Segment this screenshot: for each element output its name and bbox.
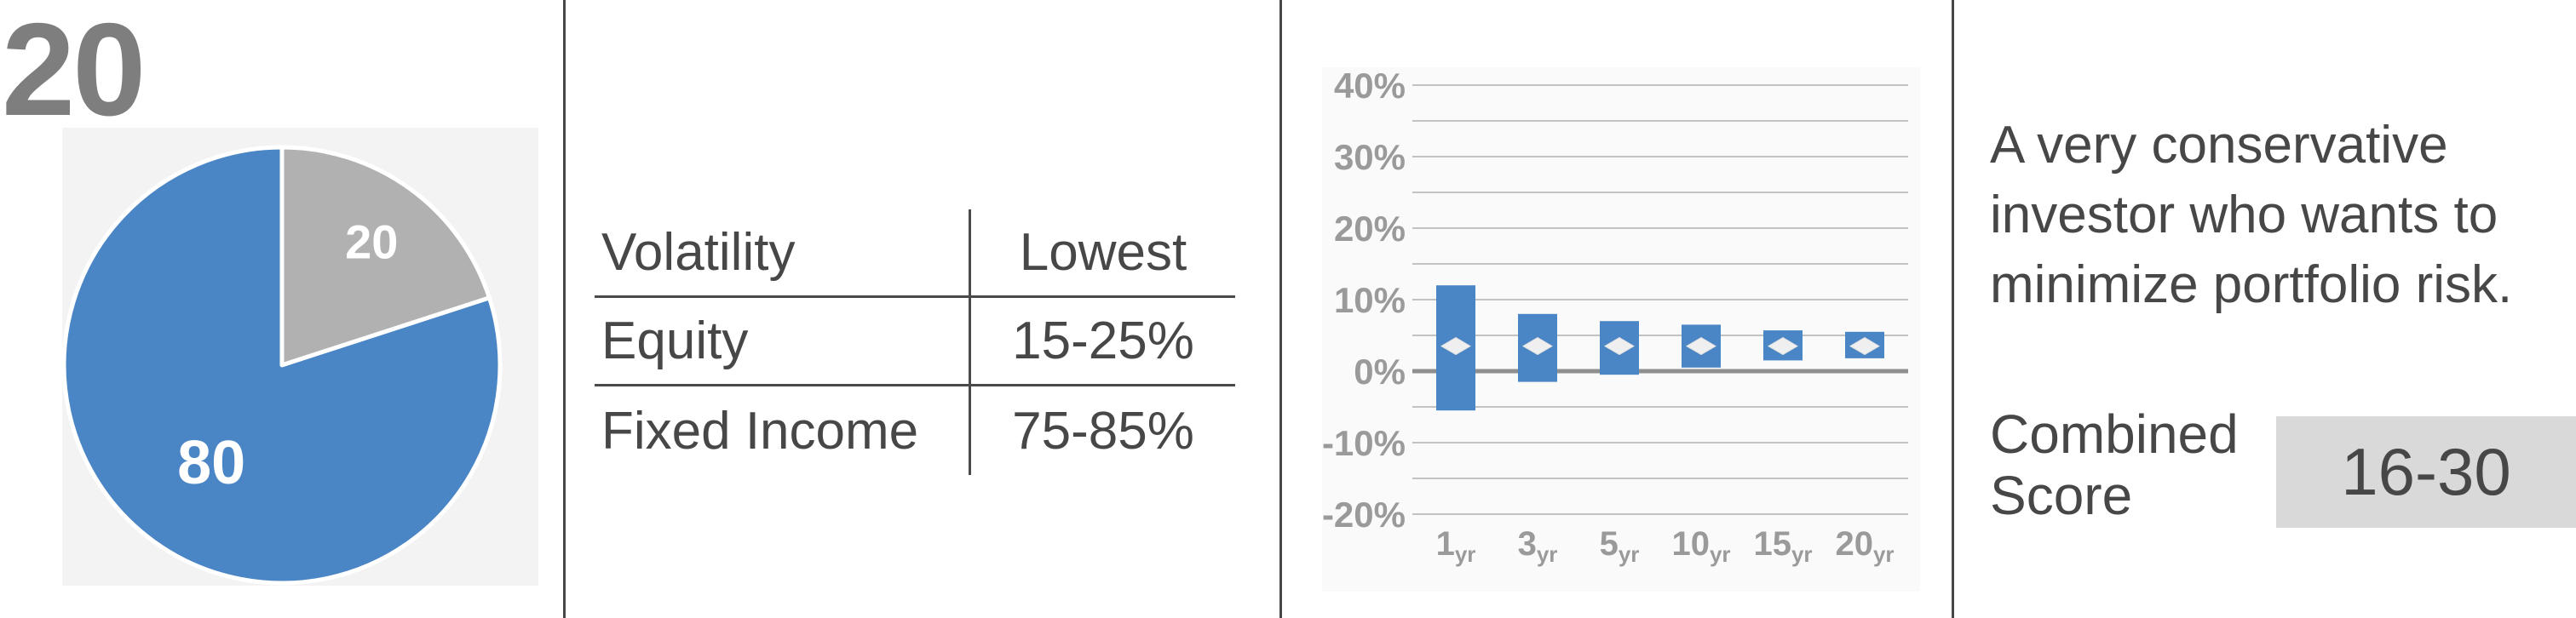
y-axis-tick-label: 30%	[1334, 137, 1406, 177]
pie-slice-label: 80	[177, 429, 245, 497]
combined-score-label-line: Combined	[1990, 403, 2239, 465]
return-range-chart: 40% 30% 20% 10% 0% -10% -20% 1yr 3yr 5yr 10yr 15yr 2…	[1322, 67, 1908, 567]
section-divider-1	[563, 0, 566, 618]
section-divider-2	[1279, 0, 1282, 618]
description-line: investor who wants to	[1990, 186, 2498, 244]
average-diamond-marker	[1522, 337, 1553, 356]
pie-slice-20	[279, 145, 492, 368]
table-header-lowest: Lowest	[969, 209, 1235, 298]
table-cell-equity-range: 15-25%	[969, 298, 1235, 386]
x-axis-tick-label: 10yr	[1671, 525, 1730, 567]
y-axis-tick-label: 10%	[1334, 280, 1406, 320]
x-axis-tick-label: 5yr	[1600, 525, 1640, 567]
combined-score-value: 16-30	[2341, 434, 2511, 509]
combined-score-badge: 16-30	[2276, 416, 2576, 528]
table-cell-fixed-income: Fixed Income	[601, 401, 919, 461]
volatility-table: Volatility Lowest Equity 15-25% Fixed In…	[595, 209, 1235, 475]
average-diamond-marker	[1686, 337, 1716, 356]
table-cell-equity: Equity	[595, 298, 969, 386]
investor-description: A very conservative investor who wants t…	[1990, 111, 2576, 320]
y-axis-tick-label: 40%	[1334, 67, 1406, 106]
y-axis-tick-label: 0%	[1354, 352, 1406, 392]
average-diamond-marker	[1440, 337, 1471, 356]
average-diamond-marker	[1849, 337, 1880, 356]
combined-score-label-line: Score	[1990, 465, 2133, 526]
x-axis-tick-label: 3yr	[1518, 525, 1558, 567]
table-header-volatility: Volatility	[595, 209, 969, 298]
table-cell-fixed-income-range: 75-85%	[969, 386, 1235, 475]
allocation-pie-panel: 20 80	[62, 128, 538, 586]
x-axis-tick-label: 15yr	[1753, 525, 1812, 567]
y-axis-tick-label: 20%	[1334, 209, 1406, 249]
pie-slice-80	[62, 145, 503, 586]
section-divider-3	[1952, 0, 1954, 618]
y-axis-tick-label: -10%	[1322, 423, 1406, 463]
risk-score-number: 20	[2, 0, 146, 143]
return-range-chart-panel: 40% 30% 20% 10% 0% -10% -20% 1yr 3yr 5yr 10yr 15yr 2…	[1322, 67, 1920, 592]
y-axis-tick-label: -20%	[1322, 495, 1406, 535]
average-diamond-marker	[1604, 337, 1635, 356]
description-line: A very conservative	[1990, 116, 2448, 175]
combined-score-label: Combined Score	[1990, 403, 2280, 526]
pie-slice-label: 20	[345, 215, 398, 269]
x-axis-tick-label: 1yr	[1436, 525, 1476, 567]
average-diamond-marker	[1768, 337, 1798, 356]
x-axis-tick-label: 20yr	[1835, 525, 1894, 567]
description-line: minimize portfolio risk.	[1990, 255, 2513, 314]
